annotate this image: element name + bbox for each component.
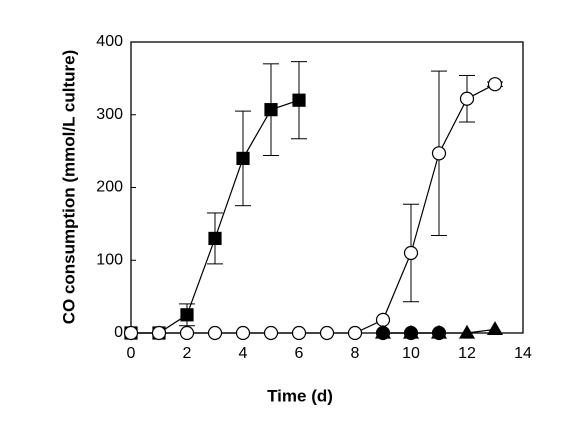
x-tick-label: 12 bbox=[458, 345, 476, 362]
y-tick-label: 300 bbox=[96, 106, 123, 123]
marker bbox=[123, 325, 139, 341]
marker bbox=[431, 146, 447, 161]
y-axis-label: CO consumption (mmol/L culture) bbox=[59, 50, 78, 325]
x-tick-label: 6 bbox=[295, 345, 304, 362]
marker bbox=[180, 308, 194, 322]
marker bbox=[319, 325, 335, 341]
x-axis-label: Time (d) bbox=[267, 386, 333, 405]
marker bbox=[179, 325, 195, 341]
plot-frame bbox=[130, 41, 524, 334]
marker bbox=[207, 325, 223, 341]
x-tick-label: 0 bbox=[127, 345, 136, 362]
series-line bbox=[131, 83, 496, 334]
marker bbox=[402, 324, 420, 339]
marker bbox=[263, 325, 279, 341]
marker bbox=[208, 231, 222, 246]
marker bbox=[236, 151, 250, 165]
marker bbox=[292, 93, 306, 107]
marker bbox=[375, 312, 391, 328]
y-tick-label: 400 bbox=[96, 33, 123, 50]
marker bbox=[430, 324, 448, 339]
marker bbox=[486, 321, 504, 335]
y-tick-label: 100 bbox=[96, 251, 123, 268]
marker bbox=[235, 325, 251, 341]
x-tick-label: 4 bbox=[239, 345, 248, 362]
marker bbox=[151, 325, 167, 341]
marker bbox=[291, 325, 307, 341]
marker bbox=[459, 91, 475, 106]
x-tick-label: 14 bbox=[514, 345, 532, 362]
marker bbox=[458, 324, 476, 339]
y-tick-label: 0 bbox=[114, 324, 123, 341]
marker bbox=[264, 103, 278, 117]
x-tick-label: 2 bbox=[183, 345, 192, 362]
x-tick-label: 8 bbox=[351, 345, 360, 362]
marker bbox=[487, 77, 503, 92]
marker bbox=[403, 245, 419, 261]
y-tick-label: 200 bbox=[96, 179, 123, 196]
marker bbox=[374, 324, 392, 339]
x-tick-label: 10 bbox=[402, 345, 420, 362]
marker bbox=[347, 325, 363, 341]
